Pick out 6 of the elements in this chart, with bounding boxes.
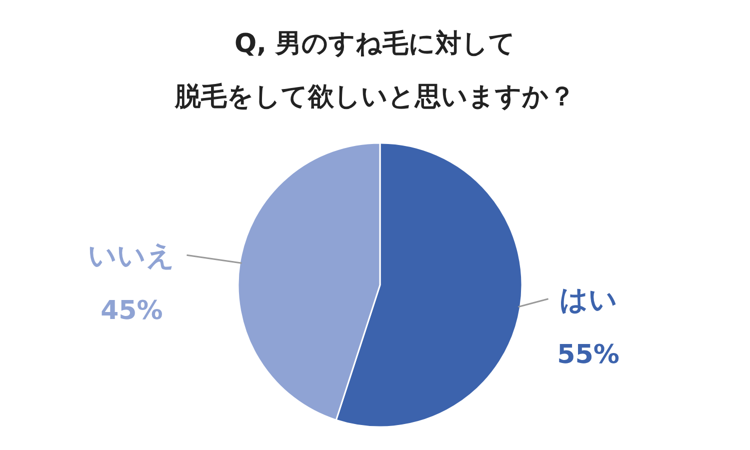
data-label: 45%: [100, 296, 163, 326]
chart-subtitle: 脱毛をして欲しいと思いますか？: [174, 82, 575, 112]
data-label: 55%: [557, 340, 620, 370]
slice-label: いいえ: [88, 239, 176, 272]
chart-title: Q, 男のすね毛に対して: [234, 29, 516, 59]
slice-label: はい: [559, 282, 618, 316]
